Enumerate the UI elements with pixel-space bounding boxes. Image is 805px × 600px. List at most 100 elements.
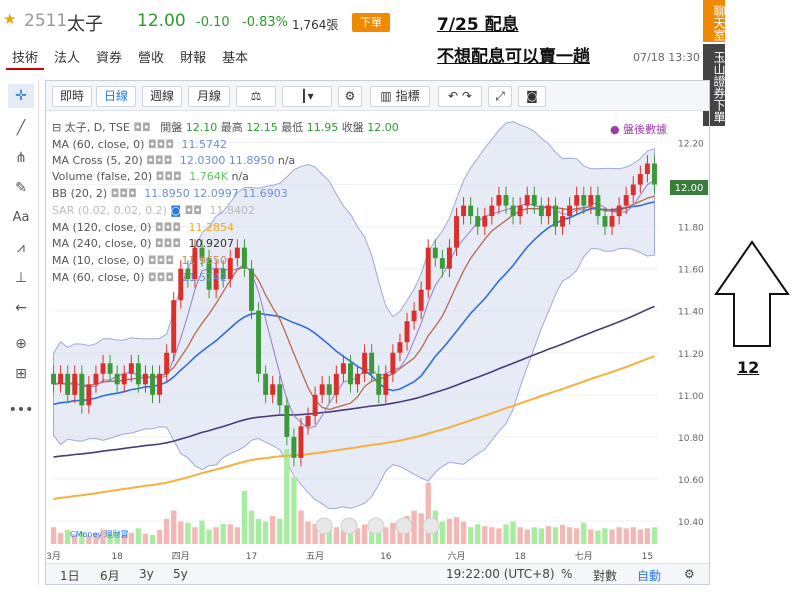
arrow-left-icon[interactable]: ← — [15, 300, 27, 316]
crosshair-icon[interactable]: ✛ — [8, 84, 34, 108]
percent-toggle[interactable]: % — [561, 567, 573, 581]
volume-bar — [361, 524, 368, 544]
volume-bar — [439, 521, 446, 544]
volume-bar — [637, 529, 644, 544]
volume-bar — [616, 527, 622, 544]
candle-body — [319, 384, 325, 395]
volume-bar — [213, 527, 219, 544]
legend-sar-value: 11.8402 — [209, 204, 256, 217]
candle-body — [390, 352, 396, 374]
watermark-logo: CMoney 理財寶 — [70, 529, 129, 539]
candle-body — [503, 195, 509, 206]
auto-toggle[interactable]: 自動 — [637, 569, 662, 583]
x-axis: 3月 18 四月 17 五月 16 六月 18 七月 15 — [46, 550, 653, 562]
candle-body — [241, 247, 247, 269]
daily-button[interactable]: 日線 — [96, 86, 136, 107]
ma-240-line — [53, 305, 655, 458]
bottom-settings-icon[interactable]: ⚙ — [684, 567, 695, 581]
tab-margin[interactable]: 資券 — [96, 51, 123, 66]
price-chart[interactable]: 12.20 12.00 11.80 11.60 11.40 11.20 11.00 10.80… — [46, 112, 709, 562]
legend-ma60b-label: MA (60, close, 0) — [52, 271, 145, 284]
measure-icon[interactable]: ⊥ — [14, 270, 28, 286]
zoom-in-icon[interactable]: ⊕ — [15, 336, 27, 352]
volume-bar — [524, 529, 530, 544]
candle-body — [560, 216, 566, 227]
y-tick-label: 12.20 — [678, 140, 704, 150]
legend-macross-value2: 11.8950 — [228, 154, 275, 167]
tab-institutional[interactable]: 法人 — [54, 51, 81, 66]
x-tick-label: 17 — [246, 552, 257, 562]
favorite-star-icon[interactable]: ★ — [3, 10, 17, 28]
range-3y-button[interactable]: 3y — [139, 567, 154, 581]
fullscreen-icon[interactable]: ⤢ — [488, 86, 512, 107]
tab-financials[interactable]: 財報 — [180, 51, 207, 66]
tab-revenue[interactable]: 營收 — [138, 51, 165, 66]
collapse-icon[interactable]: ⊟ — [52, 121, 62, 134]
legend-volume-value: 1.764K — [189, 170, 228, 183]
volume-bar — [475, 524, 481, 544]
zoom-controls[interactable] — [315, 517, 440, 535]
indicator-button[interactable]: ▥ 指標 — [370, 86, 430, 107]
camera-icon[interactable]: ◙ — [518, 86, 546, 107]
chart-type-icon[interactable]: ┃▾ — [282, 86, 332, 107]
candle-body — [128, 363, 134, 374]
zoom-in-icon — [367, 517, 385, 535]
pattern-icon[interactable]: ⩘ — [17, 240, 25, 256]
tab-basic[interactable]: 基本 — [222, 51, 249, 66]
candle-body — [468, 205, 474, 217]
candle-body — [553, 205, 558, 227]
ma-120-line — [53, 355, 655, 500]
candle-body — [355, 373, 361, 385]
order-button[interactable]: 下單 — [352, 13, 390, 32]
candle-body — [602, 216, 608, 227]
candle-body — [86, 384, 92, 406]
candle-body — [581, 195, 587, 206]
fork-icon[interactable]: ⋔ — [15, 150, 27, 166]
volume-bar — [368, 530, 375, 544]
volume-bar — [199, 520, 205, 544]
tab-technical[interactable]: 技術 — [6, 48, 45, 70]
annotation-dividend-date: 7/25 配息 — [437, 15, 519, 35]
annotation-number: 12 — [737, 358, 760, 377]
candle-body — [369, 352, 375, 374]
brush-icon[interactable]: ✎ — [15, 180, 27, 196]
annotation-note: 不想配息可以賣一趟 — [437, 47, 590, 67]
candle-body — [439, 258, 445, 269]
candle-body — [213, 268, 219, 290]
legend-bb-value: 11.8950 — [144, 187, 190, 200]
settings-gear-icon[interactable]: ⚙ — [338, 86, 362, 107]
volume-bar — [142, 533, 149, 544]
candle-body — [609, 216, 615, 227]
y-tick-label: 10.60 — [678, 476, 704, 486]
text-tool-icon[interactable]: Aa — [12, 210, 30, 225]
volume-bar — [496, 528, 502, 544]
legend-ma10: MA (10, close, 0) ◘◘◘ 11.9650 — [52, 254, 228, 267]
chatroom-button[interactable]: 聊天室 — [703, 0, 726, 42]
candle-body — [475, 216, 481, 227]
log-toggle[interactable]: 對數 — [593, 569, 618, 583]
range-1d-button[interactable]: 1日 — [60, 569, 80, 583]
weekly-button[interactable]: 週線 — [142, 86, 182, 107]
legend-icons[interactable]: ◘◘ — [133, 121, 151, 134]
trendline-icon[interactable]: ╱ — [16, 120, 26, 136]
candle-body — [376, 373, 382, 395]
volume-bar — [72, 533, 78, 544]
open-value: 12.10 — [185, 121, 218, 134]
undo-redo-icon[interactable]: ↶ ↷ — [438, 86, 482, 107]
candle-body — [347, 363, 353, 385]
annotation-up-arrow-icon — [714, 240, 790, 347]
candle-body — [227, 258, 233, 280]
ruler-icon[interactable]: ⊞ — [15, 366, 27, 382]
legend-ma240-label: MA (240, close, 0) — [52, 237, 152, 250]
range-5y-button[interactable]: 5y — [173, 567, 188, 581]
monthly-button[interactable]: 月線 — [188, 86, 230, 107]
range-6m-button[interactable]: 6月 — [100, 569, 120, 583]
legend-ma120-value: 11.2854 — [188, 221, 235, 234]
more-icon[interactable]: ••• — [8, 402, 34, 418]
candle-body — [270, 384, 276, 395]
low-label: 最低 — [281, 121, 304, 134]
intraday-button[interactable]: 即時 — [52, 86, 92, 107]
post-dividend-label: ● 盤後數據 — [610, 123, 668, 136]
x-tick-label: 18 — [111, 552, 123, 562]
compare-icon[interactable]: ⚖ — [236, 86, 276, 107]
